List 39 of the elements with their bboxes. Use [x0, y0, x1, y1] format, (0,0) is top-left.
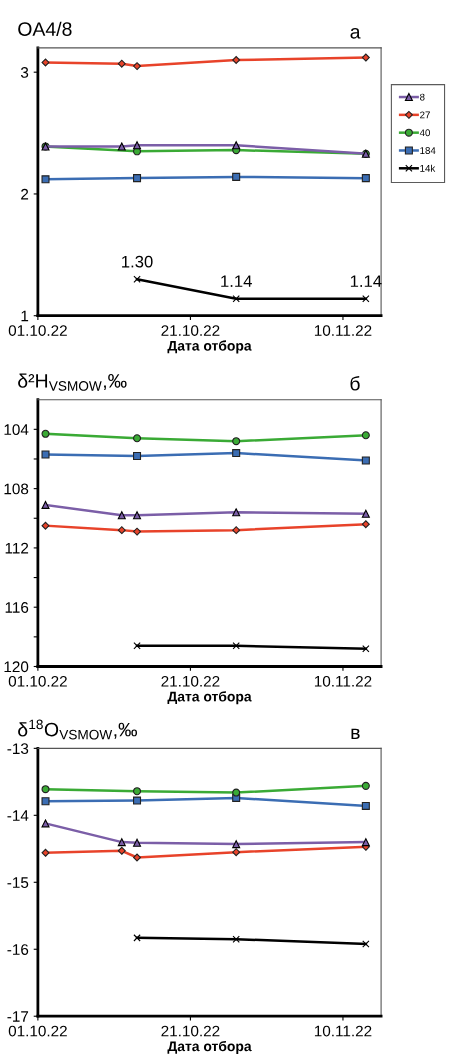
y-tick-label: 2	[21, 188, 29, 200]
x-tick-label: 10.11.22	[314, 675, 372, 687]
y-tick-label: 1	[21, 310, 29, 322]
x-tick-label: 21.10.22	[161, 1025, 220, 1037]
legend-label: 8	[420, 93, 425, 101]
y-tick-label: 3	[20, 67, 29, 78]
y-tick-label: 116	[5, 602, 29, 613]
y-tick-label: -17	[7, 1011, 29, 1022]
y-tick-label: 104	[4, 424, 29, 436]
chart-title: δ$^{18}$O$_{VSMOW}$,‰	[18, 719, 138, 740]
data-label: 1.14	[221, 275, 252, 287]
x-tick-label: 01.10.22	[8, 325, 67, 336]
legend-label: 14k	[420, 164, 436, 172]
x-axis-title: Дата отбора	[167, 1040, 252, 1054]
text: а	[350, 27, 361, 39]
data-label: 1.14	[350, 275, 382, 287]
y-tick-label: 112	[5, 542, 29, 554]
y-tick-label: -15	[7, 877, 29, 888]
x-tick-label: 21.10.22	[161, 325, 220, 336]
x-tick-label: 01.10.22	[8, 1025, 67, 1037]
text: б	[350, 376, 360, 391]
x-axis-title: Дата отбора	[167, 691, 252, 705]
y-tick-label: 120	[4, 661, 29, 673]
x-tick-label: 10.11.22	[314, 1025, 372, 1037]
x-tick-label: 21.10.22	[161, 675, 220, 687]
x-tick-label: 10.11.22	[314, 325, 372, 336]
text: в	[351, 728, 360, 739]
legend-label: 184	[420, 147, 436, 154]
y-tick-label: -16	[7, 944, 29, 955]
data-label: 1.30	[122, 255, 153, 268]
x-axis-title: Дата отбора	[167, 340, 252, 354]
chart-title: δ²H$_{VSMOW}$,‰	[18, 373, 127, 391]
y-tick-label: -14	[7, 810, 29, 821]
legend-label: 27	[420, 111, 430, 119]
x-tick-label: 01.10.22	[8, 675, 67, 687]
chart-title: OA4/8	[18, 21, 72, 36]
y-tick-label: -13	[7, 743, 29, 755]
y-tick-label: 108	[4, 483, 29, 495]
legend-label: 40	[419, 129, 431, 137]
